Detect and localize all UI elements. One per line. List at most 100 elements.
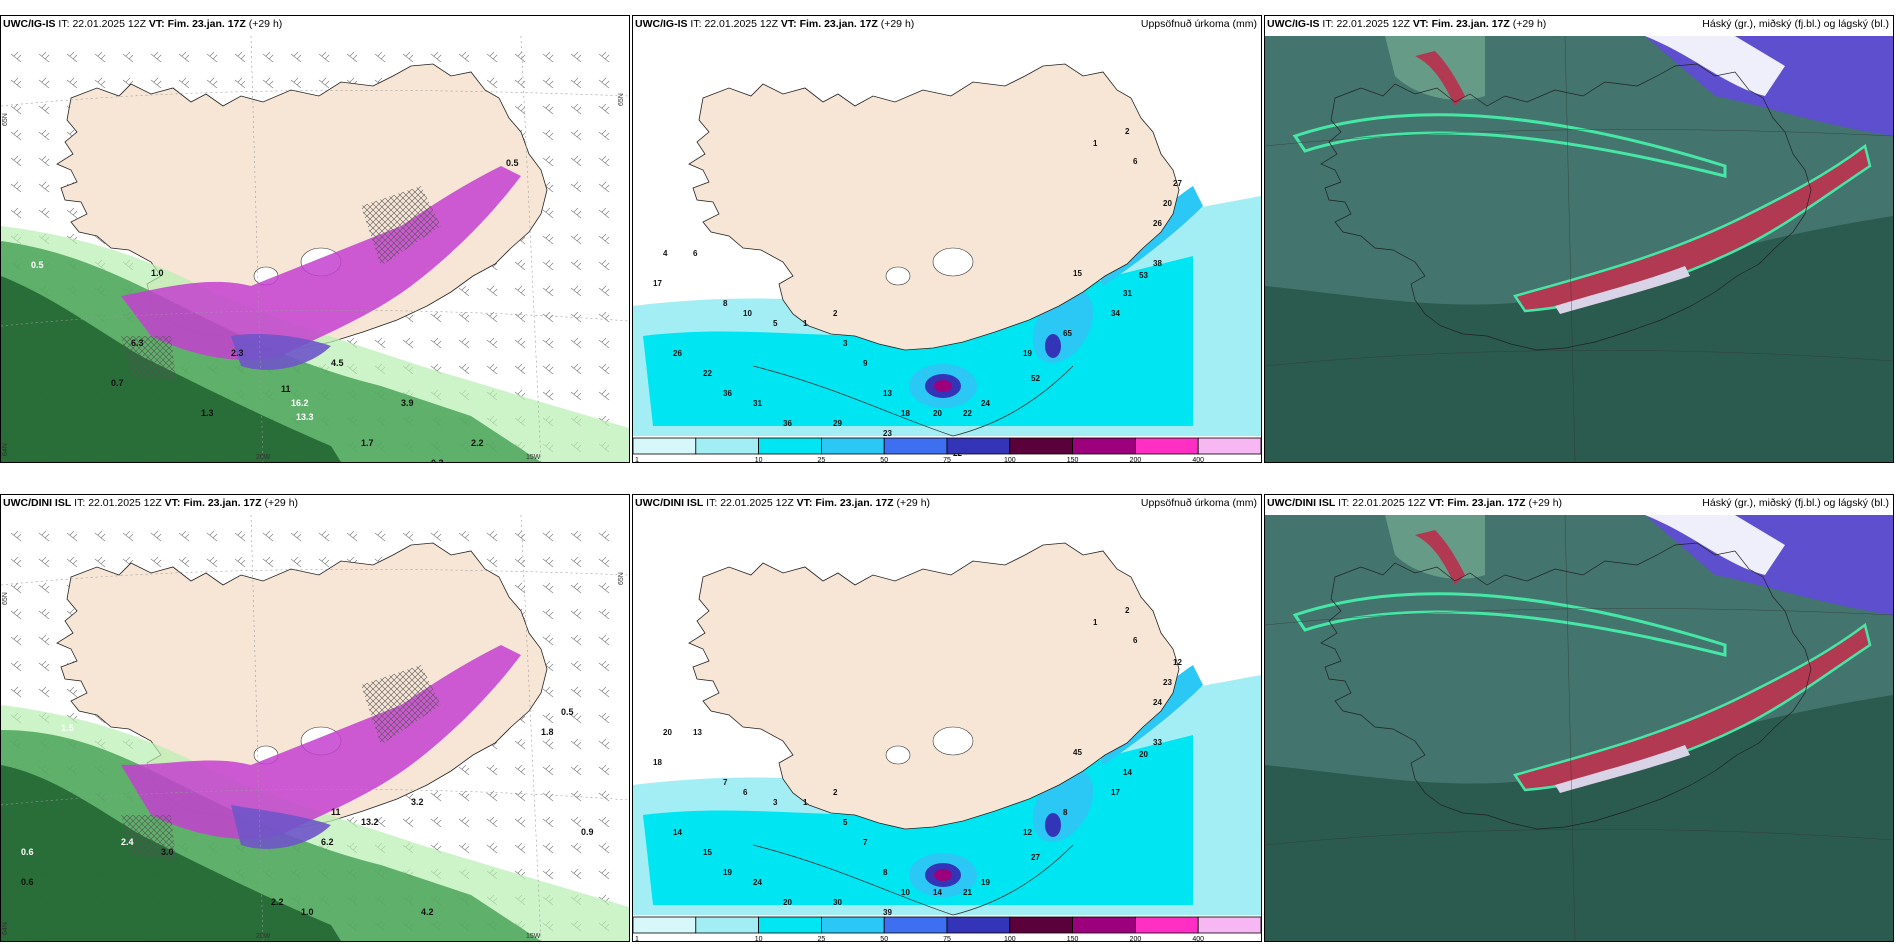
precip-value-label: 7 [723,778,728,787]
precip-value-label: 24 [753,878,762,887]
legend-swatch [1197,437,1261,455]
wind-barb [150,530,162,542]
wind-barb [38,660,50,672]
map-wind-igis: 65N 65N 64N 20W 15W 0.5 16.2 13.3 11 4.5 3.9 2.2 1.7… [1,36,629,462]
precip-value-label: 31 [1123,289,1132,298]
legend-label: 150 [1067,457,1079,462]
precip-value-label: 23 [1163,678,1172,687]
wind-barb [514,738,526,750]
wind-barb [318,530,330,542]
wind-barb [430,311,442,323]
wind-barb [542,712,554,724]
map-cloud-dini [1265,515,1893,941]
wind-barb [10,51,22,63]
panel-header: UWC/DINI ISL IT: 22.01.2025 12Z VT: Fim.… [635,497,931,509]
graticule [1,36,629,462]
wind-barb [38,181,50,193]
high-cloud-streak [1415,51,1465,106]
precip-value-label: 27 [1173,179,1182,188]
wind-barb [514,311,526,323]
graticule-line [1265,129,1893,147]
wind-barb [430,790,442,802]
wind-barb [38,129,50,141]
precip-value-label: 5 [773,319,778,328]
wind-barb [318,77,330,89]
wind-barb [598,582,610,594]
wind-barb [542,77,554,89]
precip-value-label: 14 [1123,768,1132,777]
graticule-line [1,310,629,327]
wind-barb [346,51,358,63]
iceland-outline [1320,63,1812,351]
wind-barb [458,337,470,349]
wind-barb [514,363,526,375]
legend-swatch [695,437,759,455]
wind-barb [598,634,610,646]
wind-barb [514,51,526,63]
iceland-outline [1320,542,1812,830]
wind-barb [598,207,610,219]
wind-value-label: 0.5 [31,260,44,270]
legend-swatch [1009,916,1073,934]
wind-barb [486,77,498,89]
wind-barb [430,530,442,542]
wind-barb [570,790,582,802]
wind-barb [206,530,218,542]
wind-value-label: 3.2 [411,797,424,807]
legend-swatch [946,437,1011,455]
precip-value-label: 19 [1023,349,1032,358]
precip-value-label: 18 [901,409,910,418]
wind-barb [150,51,162,63]
legend-label: 10 [755,936,763,941]
wind-barb [290,556,302,568]
iceland-landmass [688,542,1180,830]
legend-swatch [695,916,759,934]
graticule-line [1,789,629,806]
precip-value-label: 15 [1073,269,1082,278]
wind-barb [514,790,526,802]
wind-barb [458,842,470,854]
precip-peak [934,869,952,881]
lat-label: 64N [2,443,9,456]
precip-value-label: 22 [963,409,972,418]
precip-value-label: 20 [783,898,792,907]
wind-barb [598,311,610,323]
legend-swatch [633,916,697,934]
wind-barb [542,842,554,854]
precip-value-label: 5 [843,818,848,827]
wind-barb [458,816,470,828]
lat-label: 65N [618,93,625,106]
wind-barb [262,556,274,568]
wind-barb [542,233,554,245]
wind-barb [38,103,50,115]
wind-barb [458,363,470,375]
precip-value-label: 22 [703,369,712,378]
wind-barb [402,51,414,63]
wind-value-label: 1.8 [541,727,554,737]
precip-core [1045,334,1061,358]
wind-barb [458,51,470,63]
wind-barb [10,660,22,672]
hatched-area [121,336,176,381]
panel-wind-igis: UWC/IG-IS IT: 22.01.2025 12Z VT: Fim. 23… [0,15,630,463]
precip-value-label: 29 [833,419,842,428]
legend-label: 25 [818,936,826,941]
legend-swatch [1134,437,1199,455]
wind-barb [542,259,554,271]
legend-label: 400 [1192,936,1204,941]
wind-barb [10,608,22,620]
wind-barb [542,155,554,167]
wind-barb [402,530,414,542]
legend-swatch [758,916,822,934]
wind-barb [10,155,22,167]
wind-barb [542,764,554,776]
high-cloud-streak [1415,530,1465,585]
wind-barb [598,155,610,167]
wind-barb [290,77,302,89]
wind-barb [38,155,50,167]
wind-barb [570,582,582,594]
graticule-line [250,36,264,462]
wind-barb [542,634,554,646]
precip-value-label: 15 [703,848,712,857]
wind-barb [514,842,526,854]
